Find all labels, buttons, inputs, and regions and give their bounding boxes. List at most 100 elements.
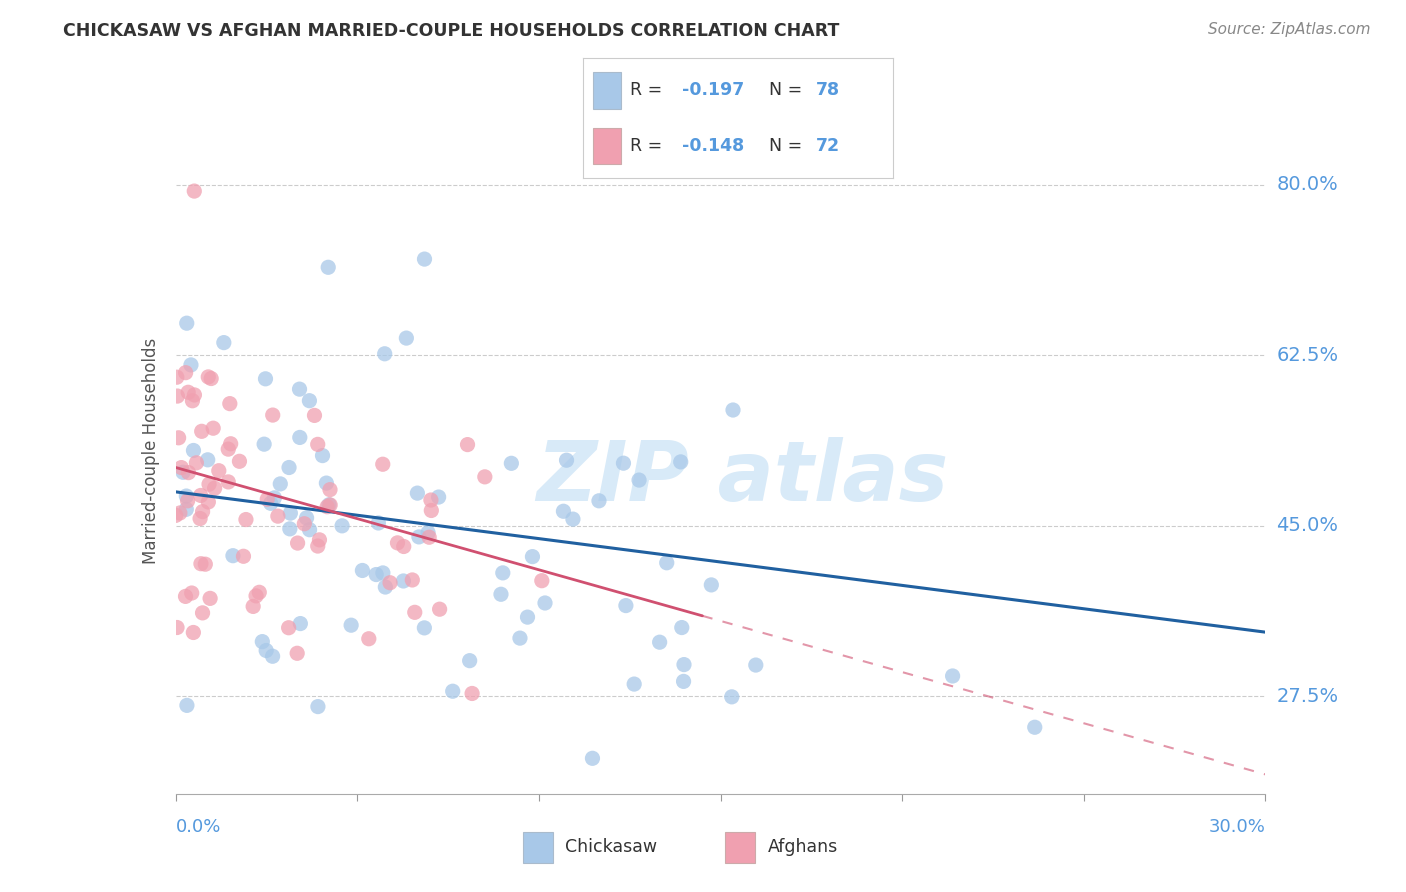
Point (285, 646, 308, 660)
Point (165, 508, 187, 523)
Point (501, 456, 523, 470)
Point (721, 403, 744, 417)
Point (357, 632, 380, 646)
Text: -0.148: -0.148 (682, 136, 745, 155)
Text: 27.5%: 27.5% (1277, 687, 1339, 706)
Point (319, 498, 342, 512)
Text: -0.197: -0.197 (682, 81, 745, 100)
Point (307, 437, 329, 451)
Point (311, 449, 333, 463)
Point (252, 634, 274, 648)
Point (588, 493, 610, 508)
Point (200, 371, 222, 385)
Point (180, 586, 202, 600)
Point (280, 506, 302, 520)
Point (202, 421, 225, 435)
Point (254, 372, 277, 386)
Point (197, 370, 219, 384)
Point (183, 443, 205, 458)
Point (235, 512, 257, 526)
Point (720, 690, 742, 704)
Point (408, 530, 430, 544)
Point (404, 605, 426, 619)
Point (330, 518, 353, 533)
Point (177, 466, 200, 480)
Point (194, 557, 217, 571)
Point (256, 492, 278, 507)
Point (180, 358, 202, 372)
Point (191, 505, 214, 519)
Point (176, 493, 198, 508)
Text: 80.0%: 80.0% (1277, 176, 1339, 194)
Bar (523, 831, 553, 863)
Text: 78: 78 (815, 81, 839, 100)
Point (581, 751, 603, 765)
Point (492, 566, 515, 580)
Point (254, 643, 277, 657)
Point (534, 596, 557, 610)
Point (267, 509, 290, 524)
Point (186, 456, 208, 470)
Point (315, 476, 337, 491)
Point (190, 425, 212, 439)
Point (669, 455, 692, 469)
Point (406, 486, 429, 500)
Point (942, 669, 965, 683)
Point (292, 516, 315, 531)
Point (304, 409, 326, 423)
Text: CHICKASAW VS AFGHAN MARRIED-COUPLE HOUSEHOLDS CORRELATION CHART: CHICKASAW VS AFGHAN MARRIED-COUPLE HOUSE… (63, 22, 839, 40)
Text: Chickasaw: Chickasaw (565, 838, 658, 856)
Point (288, 382, 311, 396)
Point (1024, 720, 1046, 734)
Point (671, 621, 693, 635)
Point (166, 620, 188, 634)
Point (441, 684, 464, 698)
Point (420, 503, 443, 517)
Text: R =: R = (630, 136, 668, 155)
Point (371, 566, 394, 580)
Point (672, 674, 695, 689)
Point (319, 483, 342, 497)
Point (553, 504, 575, 518)
Point (628, 473, 651, 487)
Point (190, 488, 212, 502)
Point (418, 530, 440, 544)
Point (366, 567, 388, 582)
Point (745, 658, 768, 673)
Point (429, 602, 451, 616)
Point (308, 533, 330, 547)
Point (522, 549, 544, 564)
Bar (725, 831, 755, 863)
Point (204, 481, 226, 495)
Point (232, 549, 254, 564)
Text: Source: ZipAtlas.com: Source: ZipAtlas.com (1208, 22, 1371, 37)
Point (290, 616, 312, 631)
Y-axis label: Married-couple Households: Married-couple Households (142, 337, 160, 564)
Point (648, 635, 671, 649)
Point (340, 618, 363, 632)
Point (298, 523, 321, 537)
Point (222, 549, 245, 563)
Point (612, 456, 634, 470)
Point (181, 393, 204, 408)
Point (561, 512, 583, 526)
Point (269, 476, 291, 491)
Point (413, 621, 436, 635)
Text: ZIP atlas: ZIP atlas (536, 437, 949, 518)
Point (371, 457, 394, 471)
Point (166, 370, 188, 384)
Point (374, 580, 396, 594)
Text: 0.0%: 0.0% (176, 818, 221, 836)
Point (307, 699, 329, 714)
Point (177, 385, 200, 400)
Point (247, 585, 270, 599)
Point (169, 506, 191, 520)
Point (392, 540, 415, 554)
Point (228, 454, 250, 468)
Point (287, 536, 309, 550)
Point (474, 470, 496, 484)
Point (197, 452, 219, 467)
Point (166, 389, 188, 403)
Point (458, 654, 481, 668)
Point (176, 502, 198, 516)
